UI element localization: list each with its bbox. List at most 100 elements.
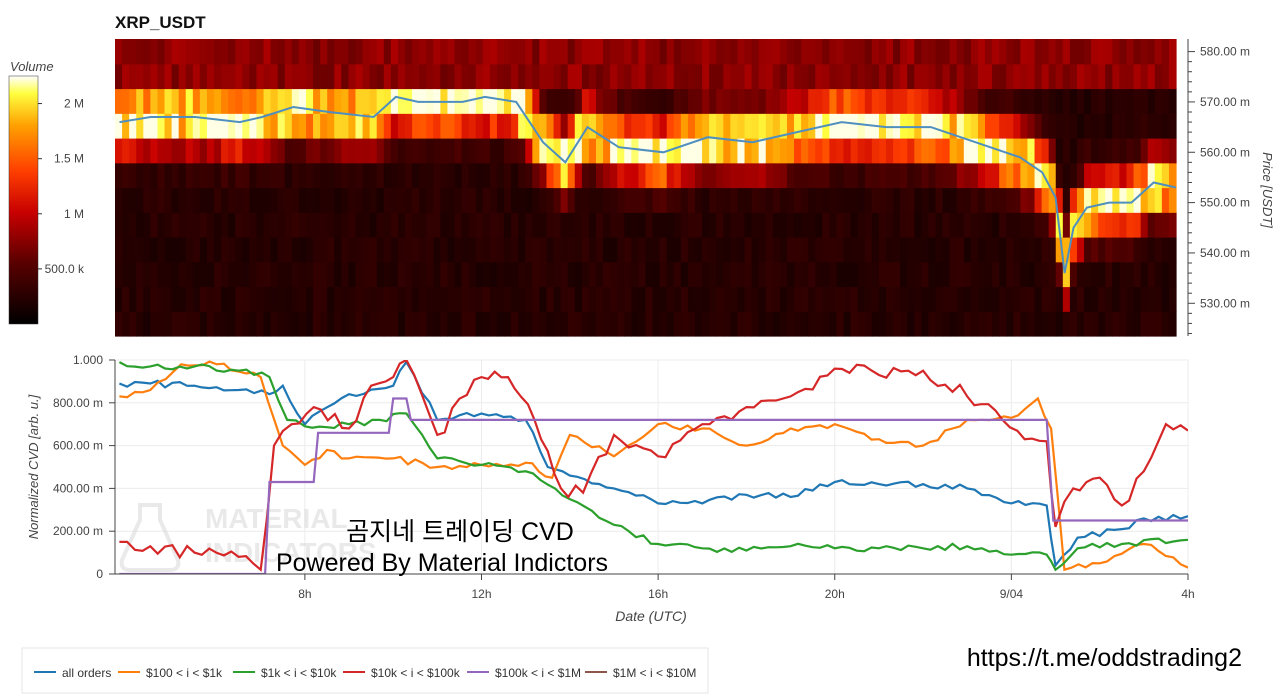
heatmap-cell [949, 286, 958, 312]
heatmap-cell [829, 286, 838, 312]
heatmap-cell [115, 212, 123, 238]
heatmap-cell [539, 63, 548, 90]
heatmap-cell [553, 286, 562, 312]
heatmap-cell [1091, 39, 1099, 65]
heatmap-cell [256, 311, 265, 337]
price-tick-label: 530.00 m [1200, 296, 1250, 310]
heatmap-cell [977, 187, 986, 213]
heatmap-cell [907, 311, 915, 337]
heatmap-cell [857, 113, 866, 139]
heatmap-cell [603, 286, 611, 312]
heatmap-cell [1027, 311, 1036, 337]
heatmap-cell [992, 113, 1000, 139]
heatmap-cell [1013, 212, 1021, 238]
heatmap-cell [1034, 286, 1043, 312]
heatmap-cell [221, 162, 229, 189]
heatmap-cell [291, 88, 300, 114]
heatmap-cell [567, 88, 576, 114]
heatmap-cell [949, 63, 958, 90]
heatmap-cell [115, 138, 123, 164]
heatmap-cell [341, 187, 350, 213]
heatmap-cell [518, 39, 526, 65]
heatmap-cell [525, 113, 533, 139]
heatmap-cell [970, 261, 979, 288]
heatmap-cell [687, 63, 696, 90]
heatmap-cell [829, 63, 838, 90]
heatmap-cell [1091, 162, 1099, 189]
heatmap-cell [475, 162, 484, 189]
heatmap-cell [178, 311, 187, 337]
heatmap-cell [963, 261, 972, 288]
heatmap-cell [334, 261, 342, 288]
heatmap-cell [412, 212, 420, 238]
heatmap-cell [426, 162, 434, 189]
heatmap-cell [581, 286, 590, 312]
heatmap-cell [977, 162, 986, 189]
heatmap-cell [305, 63, 314, 90]
heatmap-cell [1041, 212, 1050, 238]
heatmap-cell [362, 286, 371, 312]
heatmap-cell [525, 212, 533, 238]
heatmap-cell [1119, 187, 1128, 213]
heatmap-cell [390, 187, 399, 213]
heatmap-cell [150, 311, 159, 337]
heatmap-cell [744, 88, 753, 114]
heatmap-cell [376, 63, 385, 90]
heatmap-cell [313, 113, 321, 139]
heatmap-cell [1161, 261, 1170, 288]
heatmap-cell [695, 286, 703, 312]
heatmap-cell [1076, 63, 1085, 90]
heatmap-cell [419, 261, 427, 288]
heatmap-cell [935, 237, 944, 263]
heatmap-cell [482, 237, 491, 263]
heatmap-cell [263, 63, 272, 90]
heatmap-cell [178, 212, 187, 238]
heatmap-cell [369, 311, 378, 337]
heatmap-cell [518, 138, 526, 164]
heatmap-cell [617, 162, 625, 189]
heatmap-cell [221, 187, 229, 213]
heatmap-cell [878, 162, 887, 189]
heatmap-cell [171, 63, 180, 90]
heatmap-cell [581, 237, 590, 263]
heatmap-cell [1020, 261, 1029, 288]
heatmap-cell [320, 39, 328, 65]
heatmap-cell [482, 212, 491, 238]
heatmap-cell [305, 237, 314, 263]
heatmap-cell [447, 212, 456, 238]
heatmap-cell [525, 261, 533, 288]
telegram-link[interactable]: https://t.me/oddstrading2 [967, 644, 1242, 672]
heatmap-cell [1069, 63, 1078, 90]
cvd-x-axis: 8h 12h 16h 20h 9/04 4h [298, 574, 1195, 601]
heatmap-cell [893, 39, 901, 65]
heatmap-cell [624, 138, 632, 164]
heatmap-cell [447, 113, 456, 139]
heatmap-cell [553, 237, 562, 263]
heatmap-cell [171, 212, 180, 238]
heatmap-cell [150, 261, 159, 288]
heatmap-cell [199, 138, 208, 164]
heatmap-cell [489, 311, 498, 337]
heatmap-cell [397, 39, 406, 65]
heatmap-cell [539, 162, 548, 189]
heatmap-cell [1119, 88, 1128, 114]
heatmap-cell [504, 39, 512, 65]
heatmap-cell [772, 286, 781, 312]
heatmap-cell [405, 187, 413, 213]
heatmap-cell [214, 39, 222, 65]
heatmap-cell [468, 113, 477, 139]
heatmap-cell [687, 187, 696, 213]
cvd-line-series-1 [119, 360, 1188, 572]
heatmap-cell [277, 311, 286, 337]
heatmap-cell [843, 63, 852, 90]
heatmap-cell [1084, 261, 1092, 288]
heatmap-cell [206, 113, 215, 139]
heatmap-cell [610, 261, 618, 288]
heatmap-cell [1140, 187, 1149, 213]
heatmap-cell [588, 212, 597, 238]
heatmap-cell [737, 237, 746, 263]
heatmap-cell [977, 311, 986, 337]
heatmap-cell [1041, 162, 1050, 189]
heatmap-cell [376, 138, 385, 164]
legend-label: $1k < i < $10k [261, 666, 337, 680]
